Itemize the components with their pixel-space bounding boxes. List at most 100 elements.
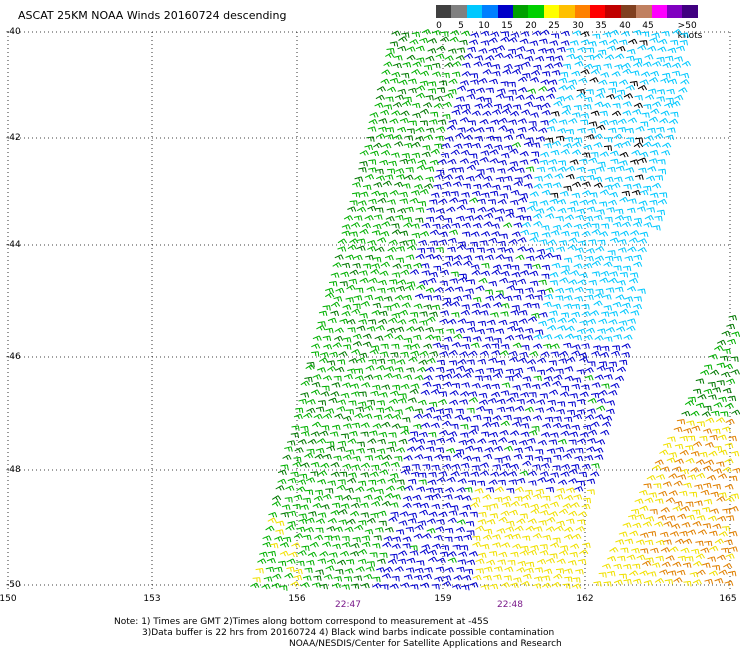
wind-barb [639,79,649,85]
wind-barb [451,71,461,78]
wind-barb [434,487,443,494]
wind-barb [412,61,422,68]
wind-barb [377,237,387,243]
wind-barb [413,183,423,190]
wind-barb [555,446,565,453]
wind-barb [515,405,525,412]
wind-barb [492,372,503,379]
wind-barb [478,392,488,399]
wind-barb [579,549,589,555]
wind-barb [391,343,400,350]
wind-barb [352,182,361,188]
wind-barb [521,221,532,228]
wind-barb [384,174,394,180]
wind-barb [637,44,647,51]
wind-barb [662,72,671,79]
wind-barb [393,134,403,140]
wind-barb [550,111,560,117]
wind-barb [578,77,588,84]
wind-barb [651,464,662,471]
wind-barb [527,88,537,94]
wind-barb [522,415,532,422]
wind-barb [716,380,725,386]
wind-barb [499,429,509,436]
wind-barb [510,32,520,38]
wind-barb [426,518,436,524]
wind-barb [605,408,615,415]
wind-barb [548,511,559,517]
wind-barb [695,459,706,465]
wind-barb [480,431,490,437]
wind-barb [345,297,354,303]
wind-barb [509,199,519,206]
wind-barb [643,104,652,110]
wind-barb [680,32,689,38]
wind-barb [359,277,369,284]
wind-barb [700,489,710,496]
wind-barb [564,568,573,574]
wind-barb [514,525,524,532]
wind-barb [557,438,567,445]
wind-barb [569,270,580,276]
wind-barb [470,264,480,270]
wind-barb [674,443,684,450]
wind-barb [486,519,496,525]
wind-barb [298,513,308,519]
wind-barb [460,545,469,551]
wind-barb [255,568,264,574]
wind-barb [272,573,282,580]
wind-barb [457,478,467,484]
wind-barb [577,128,586,134]
wind-barb [426,357,436,364]
wind-barb [472,336,482,342]
wind-barb [307,551,317,558]
wind-barb [455,408,464,415]
wind-barb [371,309,381,316]
wind-barb [485,487,495,493]
wind-barb [300,431,310,437]
wind-barb [580,113,590,119]
wind-barb [529,201,538,207]
wind-barb [449,278,459,284]
wind-barb [472,414,482,421]
wind-barb [470,159,480,166]
wind-barb [389,583,399,590]
wind-barb [381,500,391,507]
wind-barb [532,532,542,539]
wind-barb [381,221,391,227]
wind-barb [536,399,546,405]
wind-barb [354,524,364,531]
wind-barb [689,571,699,578]
wind-barb [333,576,343,582]
wind-barb [609,191,619,198]
wind-barb [327,365,337,372]
wind-barb [461,108,472,115]
wind-barb [358,167,367,173]
wind-barb [461,584,470,591]
wind-barb [425,326,435,333]
wind-barb [690,410,700,417]
wind-barb [364,294,374,301]
wind-barb [584,454,594,461]
wind-barb [250,582,260,589]
wind-barb [488,479,498,485]
wind-barb [417,248,426,254]
wind-barb [438,198,448,205]
wind-barb [389,553,398,560]
wind-barb [500,343,510,350]
wind-barb [530,158,540,164]
wind-barb [513,222,523,228]
wind-barb [373,374,383,380]
wind-barb [483,102,493,109]
wind-barb [501,455,511,461]
wind-barb [637,288,646,294]
wind-barb [488,237,498,244]
wind-barb [494,144,503,151]
wind-barb [446,437,456,443]
longitude-label: 165 [719,594,737,604]
wind-barb [491,383,501,390]
wind-barb [290,432,300,439]
wind-barb [371,464,380,471]
wind-barb [419,70,430,77]
wind-barb [326,558,336,565]
